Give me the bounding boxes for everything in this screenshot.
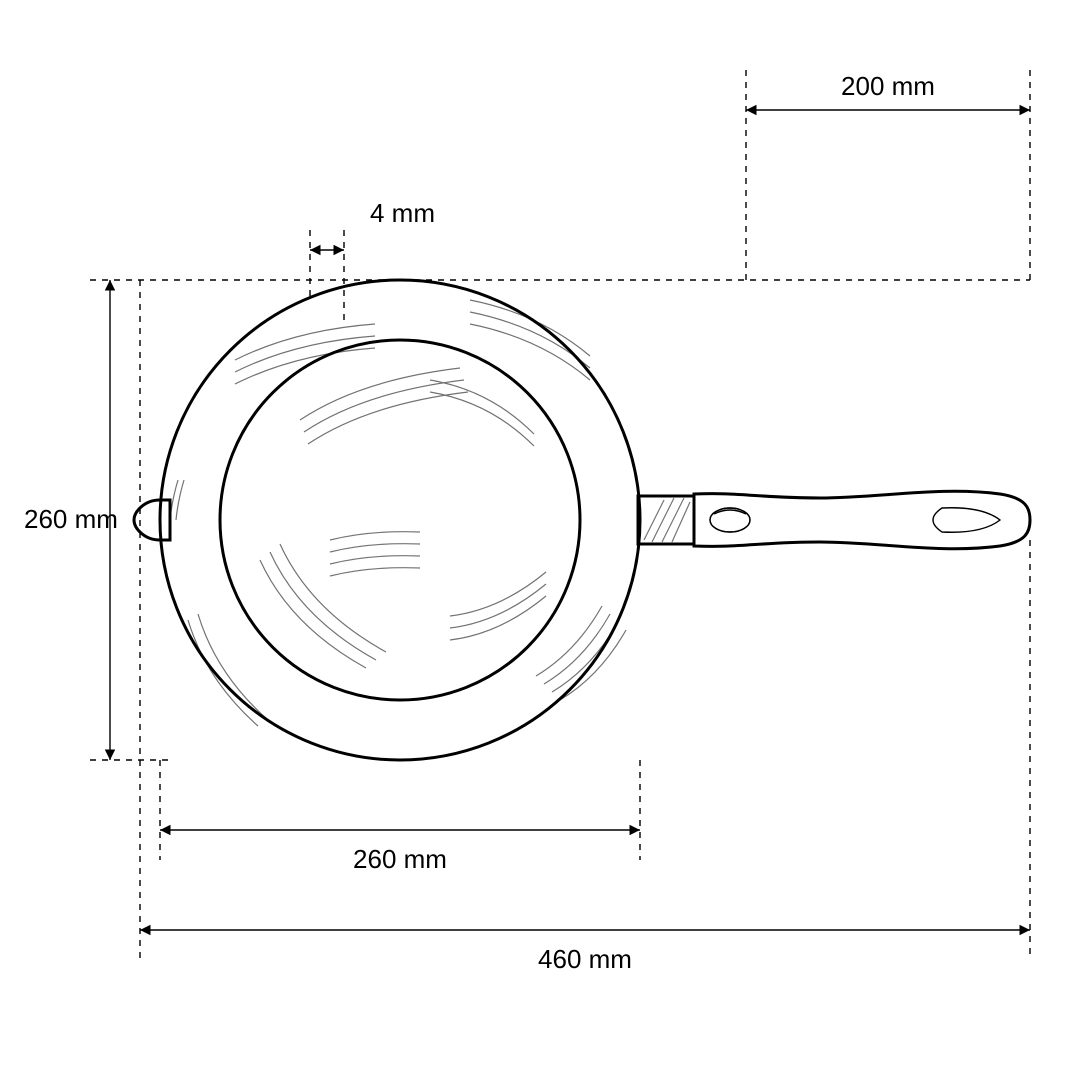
pan-diameter-label: 260 mm <box>353 844 447 874</box>
pan-illustration <box>134 280 1030 760</box>
dimension-handle-length: 200 mm <box>746 70 1030 280</box>
handle-length-label: 200 mm <box>841 71 935 101</box>
height-label: 260 mm <box>24 504 118 534</box>
dimension-height: 260 mm <box>24 280 170 760</box>
bowl-hatching <box>260 368 546 668</box>
dimension-rim-thickness: 4 mm <box>310 198 435 322</box>
dimension-pan-diameter: 260 mm <box>160 760 640 874</box>
pan-handle <box>638 491 1030 549</box>
total-length-label: 460 mm <box>538 944 632 974</box>
dimension-total-length: 460 mm <box>140 280 1030 974</box>
rim-hatching <box>170 300 626 726</box>
dimension-diagram: 200 mm 4 mm 260 mm 260 mm 460 mm <box>0 0 1080 1080</box>
pan-inner-rim <box>220 340 580 700</box>
rim-thickness-label: 4 mm <box>370 198 435 228</box>
